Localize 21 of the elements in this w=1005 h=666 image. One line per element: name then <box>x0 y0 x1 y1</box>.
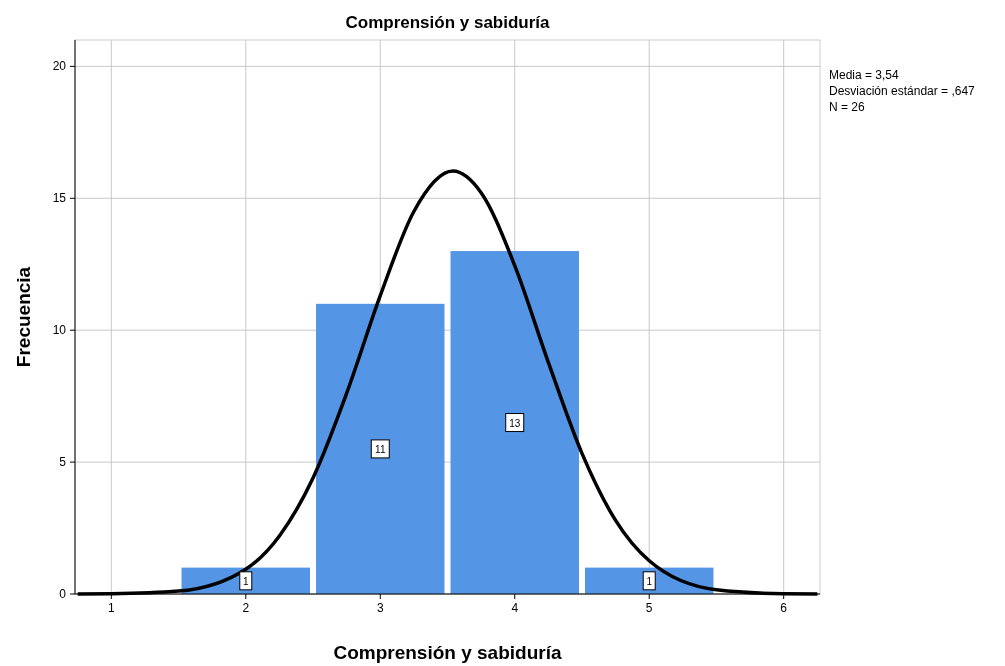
x-axis-title: Comprensión y sabiduría <box>333 642 562 663</box>
x-tick-label: 2 <box>242 601 250 615</box>
data-label: 1 <box>646 575 653 587</box>
x-tick-label: 3 <box>376 601 384 615</box>
data-label: 13 <box>509 417 521 429</box>
text: N = 26 <box>829 100 866 114</box>
y-tick-label: 20 <box>52 59 67 74</box>
y-tick-label: 10 <box>52 323 67 338</box>
y-tick-label: 15 <box>52 191 67 206</box>
x-tick-label: 5 <box>645 601 653 615</box>
y-axis-title: Frecuencia <box>13 266 34 368</box>
chart-title: Comprensión y sabiduría <box>345 13 551 32</box>
y-tick-label: 5 <box>59 455 67 470</box>
x-tick-label: 6 <box>780 601 788 615</box>
data-label: 11 <box>375 443 386 455</box>
text: Media = 3,54 <box>829 68 900 82</box>
x-tick-label: 1 <box>107 601 115 615</box>
x-tick-label: 4 <box>511 601 519 615</box>
text: Desviación estándar = ,647 <box>829 84 976 98</box>
data-label: 1 <box>243 575 249 587</box>
y-tick-label: 0 <box>59 587 67 601</box>
